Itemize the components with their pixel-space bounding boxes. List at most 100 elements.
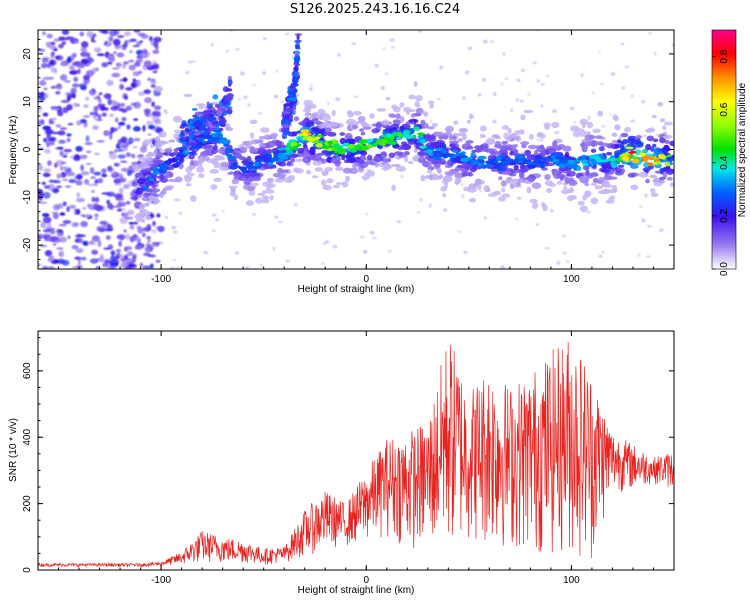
noise-blob bbox=[113, 183, 123, 186]
ridge-blob bbox=[389, 114, 397, 118]
ridge-blob bbox=[469, 166, 478, 173]
noise-blob bbox=[536, 223, 539, 226]
noise-blob bbox=[66, 94, 72, 101]
noise-blob bbox=[116, 208, 122, 212]
ridge-core bbox=[268, 161, 274, 167]
noise-blob bbox=[50, 41, 56, 46]
noise-blob bbox=[120, 262, 128, 268]
ridge-core bbox=[244, 170, 251, 174]
ridge-blob bbox=[270, 165, 277, 169]
branch-blob bbox=[290, 83, 295, 90]
ridge-core bbox=[595, 157, 602, 163]
ridge-blob bbox=[501, 187, 506, 193]
ridge-blob bbox=[498, 196, 506, 202]
noise-blob bbox=[66, 57, 72, 64]
noise-blob bbox=[42, 172, 51, 178]
noise-blob bbox=[638, 205, 643, 208]
ridge-core bbox=[639, 152, 644, 156]
noise-blob bbox=[118, 177, 127, 183]
ridge-blob bbox=[240, 178, 247, 182]
ridge-blob bbox=[139, 174, 145, 179]
noise-blob bbox=[372, 237, 377, 240]
branch-blob bbox=[294, 51, 301, 55]
noise-blob bbox=[38, 234, 42, 240]
ridge-blob bbox=[376, 108, 387, 112]
ridge-blob bbox=[269, 194, 274, 201]
ridge-blob bbox=[624, 127, 632, 133]
noise-blob bbox=[109, 153, 118, 160]
branch-blob bbox=[188, 141, 196, 146]
noise-blob bbox=[247, 103, 250, 105]
noise-blob bbox=[94, 197, 100, 203]
ridge-blob bbox=[190, 195, 197, 202]
noise-blob bbox=[467, 46, 473, 50]
noise-blob bbox=[56, 258, 65, 265]
noise-blob bbox=[121, 117, 127, 122]
ridge-blob bbox=[380, 120, 391, 125]
ridge-blob bbox=[220, 161, 230, 168]
noise-blob bbox=[587, 115, 590, 120]
ridge-blob bbox=[339, 132, 346, 136]
noise-blob bbox=[122, 144, 129, 148]
ridge-blob bbox=[544, 125, 550, 130]
noise-blob bbox=[38, 107, 43, 110]
noise-blob bbox=[580, 73, 584, 78]
noise-blob bbox=[57, 233, 62, 237]
noise-blob bbox=[61, 161, 67, 165]
ridge-blob bbox=[581, 144, 589, 149]
noise-blob bbox=[598, 255, 603, 258]
noise-blob bbox=[109, 133, 113, 140]
noise-blob bbox=[272, 246, 276, 251]
noise-blob bbox=[118, 173, 124, 179]
noise-blob bbox=[62, 107, 69, 114]
ridge-blob bbox=[630, 164, 639, 169]
ridge-core bbox=[164, 162, 172, 166]
noise-blob bbox=[462, 96, 466, 100]
noise-blob bbox=[637, 253, 640, 257]
noise-blob bbox=[123, 184, 130, 189]
noise-blob bbox=[48, 118, 53, 125]
ridge-blob bbox=[361, 175, 371, 180]
ridge-blob bbox=[569, 186, 574, 194]
ridge-blob bbox=[287, 174, 296, 181]
snr-x-axis-label: Height of straight line (km) bbox=[298, 585, 415, 596]
noise-blob bbox=[111, 72, 121, 78]
ridge-blob bbox=[589, 172, 599, 177]
noise-blob bbox=[133, 30, 141, 33]
noise-blob bbox=[84, 142, 93, 146]
noise-blob bbox=[483, 216, 487, 220]
ridge-blob bbox=[592, 128, 601, 133]
noise-blob bbox=[245, 266, 250, 269]
ridge-core bbox=[211, 133, 216, 138]
noise-blob bbox=[89, 258, 99, 264]
noise-blob bbox=[143, 89, 151, 94]
noise-blob bbox=[77, 175, 83, 179]
chart-title: S126.2025.243.16.16.C24 bbox=[289, 2, 461, 17]
ridge-core bbox=[149, 177, 154, 182]
ridge-blob bbox=[448, 134, 453, 141]
noise-blob bbox=[94, 213, 99, 218]
noise-blob bbox=[110, 259, 120, 266]
noise-blob bbox=[545, 75, 550, 77]
ridge-core bbox=[496, 162, 503, 167]
noise-blob bbox=[123, 31, 131, 37]
ridge-blob bbox=[230, 187, 236, 193]
ridge-blob bbox=[138, 203, 146, 209]
ridge-blob bbox=[334, 160, 341, 167]
ridge-core bbox=[517, 154, 526, 158]
ridge-core bbox=[527, 164, 536, 169]
noise-blob bbox=[83, 121, 88, 128]
ridge-blob bbox=[321, 150, 328, 154]
noise-blob bbox=[146, 120, 154, 126]
ridge-blob bbox=[304, 111, 310, 118]
noise-blob bbox=[234, 48, 240, 51]
snr-y-tick-label: 600 bbox=[22, 362, 33, 379]
ridge-blob bbox=[145, 215, 152, 220]
noise-blob bbox=[172, 230, 178, 234]
noise-blob bbox=[599, 83, 604, 85]
ridge-blob bbox=[138, 157, 149, 161]
noise-blob bbox=[391, 46, 395, 49]
ridge-blob bbox=[502, 170, 511, 175]
noise-blob bbox=[95, 265, 100, 269]
ridge-blob bbox=[346, 157, 356, 164]
